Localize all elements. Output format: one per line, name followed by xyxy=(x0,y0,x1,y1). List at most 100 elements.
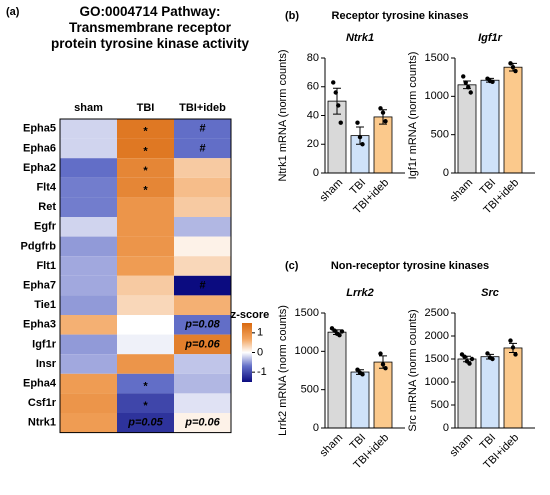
y-tick-label: 0 xyxy=(313,167,319,179)
data-point xyxy=(332,328,337,333)
heatmap-cell xyxy=(117,197,174,217)
heatmap-cell xyxy=(117,334,174,355)
x-tick-label: sham xyxy=(448,432,476,460)
y-tick-label: 1500 xyxy=(425,353,449,365)
chart-title: Lrrk2 xyxy=(346,287,374,299)
data-point xyxy=(360,372,365,377)
heatmap-cell xyxy=(60,119,117,139)
bar xyxy=(457,84,477,174)
bar xyxy=(480,356,500,429)
cell-annotation: * xyxy=(143,185,148,197)
data-point xyxy=(355,120,360,125)
data-point xyxy=(485,351,490,356)
section-title: Non-receptor tyrosine kinases xyxy=(331,260,489,272)
y-tick-label: 1500 xyxy=(425,52,449,64)
chart-title: Igf1r xyxy=(478,32,503,44)
heatmap-cell xyxy=(117,413,174,433)
heatmap-cell xyxy=(174,177,231,198)
heatmap-cell xyxy=(60,138,117,159)
heatmap-cell xyxy=(174,197,231,217)
data-point xyxy=(360,142,365,147)
cell-annotation: * xyxy=(143,126,148,138)
axes xyxy=(454,313,535,429)
data-point xyxy=(490,356,495,362)
y-axis-label: Igf1r mRNA (norm counts) xyxy=(407,52,419,180)
heatmap-cell xyxy=(174,256,231,276)
row-label: Insr xyxy=(36,358,57,370)
data-point xyxy=(336,103,341,108)
y-axis-label: Lrrk2 mRNA (norm counts) xyxy=(277,305,289,436)
heatmap-cell xyxy=(60,334,117,355)
data-point xyxy=(338,120,343,125)
cell-annotation: # xyxy=(199,280,205,292)
axes xyxy=(454,58,535,174)
data-point xyxy=(466,84,471,90)
y-axis-label: Src mRNA (norm counts) xyxy=(407,309,419,431)
y-tick-label: 2000 xyxy=(425,330,449,342)
row-label: Epha5 xyxy=(23,123,56,135)
heatmap-cell xyxy=(174,138,231,159)
heatmap-cell xyxy=(174,295,231,315)
heatmap-cell xyxy=(174,373,231,394)
row-label: Ret xyxy=(38,201,56,213)
heatmap-cell xyxy=(60,295,117,315)
data-point xyxy=(383,366,388,371)
data-point xyxy=(468,90,473,95)
data-point xyxy=(378,106,383,111)
heatmap-cell xyxy=(174,315,231,335)
heatmap-cell xyxy=(174,217,231,237)
data-point xyxy=(508,61,513,66)
data-point xyxy=(461,74,466,79)
row-label: Igf1r xyxy=(32,338,57,350)
heatmap-cell xyxy=(174,354,231,374)
heatmap-cell xyxy=(60,177,117,198)
cell-annotation: * xyxy=(143,381,148,393)
heatmap-cell xyxy=(174,158,231,178)
y-tick-label: 500 xyxy=(431,129,449,141)
cell-annotation: * xyxy=(143,400,148,412)
bar xyxy=(373,361,393,429)
data-point xyxy=(463,80,468,85)
data-point xyxy=(467,361,472,366)
cell-annotation: # xyxy=(199,142,205,154)
data-point xyxy=(357,134,363,140)
heatmap-cell xyxy=(117,217,174,237)
y-tick-label: 40 xyxy=(307,109,319,121)
colorbar-title: z-score xyxy=(231,309,270,321)
row-label: Epha2 xyxy=(23,162,56,174)
bar xyxy=(480,79,500,174)
cell-annotation: p=0.06 xyxy=(184,338,220,350)
heatmap-cell xyxy=(174,334,231,355)
chart-title: Src xyxy=(481,287,499,299)
y-tick-label: 1000 xyxy=(295,345,319,357)
heatmap-cell xyxy=(174,275,231,296)
row-label: Epha4 xyxy=(23,378,57,390)
heatmap-cell xyxy=(60,413,117,433)
bar xyxy=(327,331,347,429)
colorbar-tick-label: 0 xyxy=(257,346,263,358)
row-label: Ntrk1 xyxy=(28,417,56,429)
data-point xyxy=(510,345,516,350)
y-tick-label: 20 xyxy=(307,138,319,150)
panel-label: (c) xyxy=(285,260,299,272)
data-point xyxy=(513,352,518,357)
y-tick-label: 0 xyxy=(313,422,319,434)
data-point xyxy=(339,329,345,334)
axes xyxy=(324,58,405,174)
column-label: sham xyxy=(74,102,103,114)
row-label: Epha6 xyxy=(23,142,56,154)
data-point xyxy=(490,79,495,84)
row-label: Tie1 xyxy=(34,299,56,311)
column-label: TBI xyxy=(137,102,155,114)
heatmap-cell xyxy=(174,413,231,433)
bar xyxy=(373,116,393,174)
heatmap-cell xyxy=(60,275,117,296)
cell-annotation: # xyxy=(199,123,205,135)
bar xyxy=(503,66,523,174)
heatmap-cell xyxy=(117,256,174,276)
heatmap-cell xyxy=(117,177,174,198)
bar xyxy=(350,371,370,429)
heatmap-cell xyxy=(117,119,174,139)
